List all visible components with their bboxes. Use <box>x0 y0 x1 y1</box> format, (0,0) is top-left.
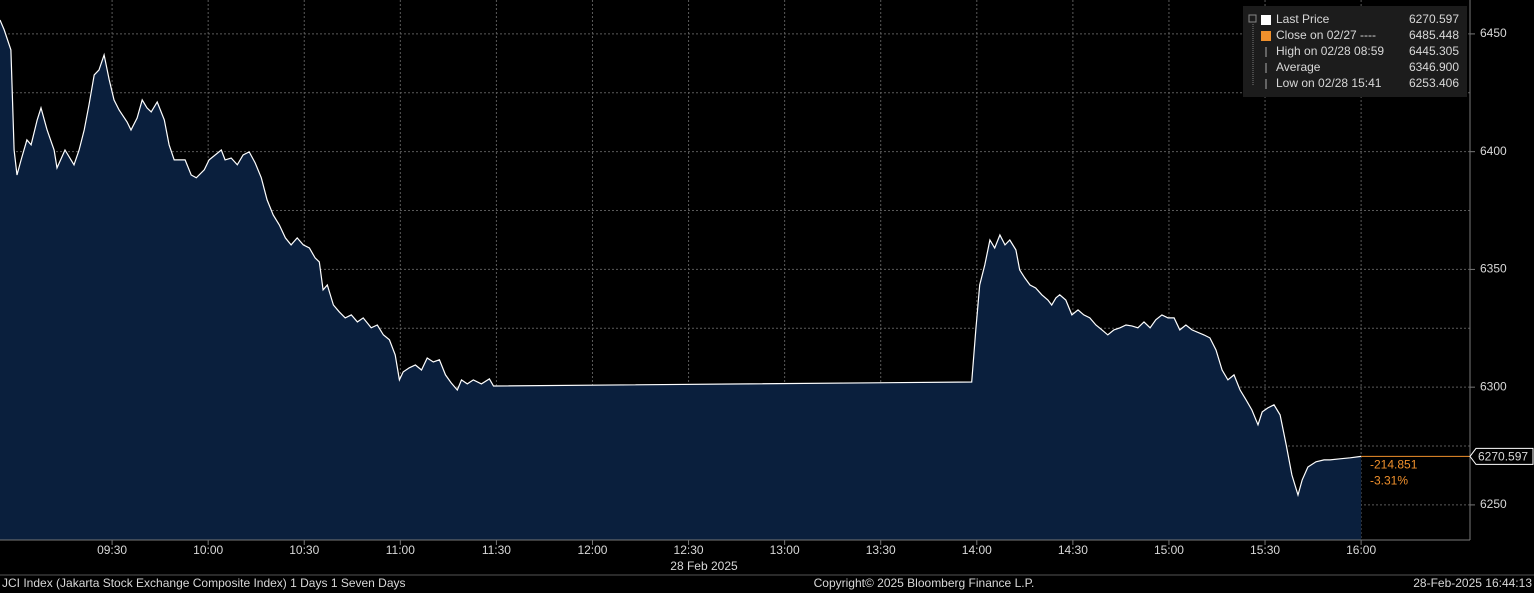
footer-left: JCI Index (Jakarta Stock Exchange Compos… <box>2 576 406 590</box>
legend-box <box>1243 6 1467 97</box>
x-tick-label: 11:30 <box>482 543 511 557</box>
x-tick-label: 12:30 <box>674 543 704 557</box>
legend-value: 6346.900 <box>1409 60 1459 74</box>
legend-label: Average <box>1276 60 1321 74</box>
legend-swatch <box>1261 31 1271 41</box>
legend-value: 6253.406 <box>1409 76 1459 90</box>
last-price-label: 6270.597 <box>1478 450 1528 464</box>
price-line <box>0 19 1362 498</box>
legend-value: 6445.305 <box>1409 44 1459 58</box>
footer-right: 28-Feb-2025 16:44:13 <box>1413 576 1532 590</box>
legend-label: High on 02/28 08:59 <box>1276 44 1384 58</box>
y-tick-label: 6450 <box>1480 26 1507 40</box>
plot-area <box>0 0 1470 540</box>
x-tick-label: 14:30 <box>1058 543 1088 557</box>
x-tick-label: 15:30 <box>1250 543 1280 557</box>
legend: Last Price 6270.597 Close on 02/27 ---- 648… <box>1243 6 1467 97</box>
x-tick-label: 13:30 <box>866 543 896 557</box>
y-tick-label: 6350 <box>1480 262 1507 276</box>
x-tick-label: 14:00 <box>962 543 992 557</box>
last-price-box <box>1469 447 1534 465</box>
legend-label: Close on 02/27 ---- <box>1276 28 1376 42</box>
change-label: -214.851 <box>1370 458 1418 472</box>
legend-label: Low on 02/28 15:41 <box>1276 76 1382 90</box>
y-tick-label: 6400 <box>1480 144 1507 158</box>
legend-label: Last Price <box>1276 12 1330 26</box>
date-label: 28 Feb 2025 <box>670 559 738 573</box>
y-tick-label: 6300 <box>1480 379 1507 393</box>
x-tick-label: 15:00 <box>1154 543 1184 557</box>
x-tick-label: 11:00 <box>386 543 415 557</box>
change-pct-label: -3.31% <box>1370 474 1408 488</box>
area-fill <box>0 20 1362 540</box>
legend-collapse <box>1248 14 1257 23</box>
footer-center: Copyright© 2025 Bloomberg Finance L.P. <box>814 576 1035 590</box>
x-tick-label: 12:00 <box>577 543 607 557</box>
legend-value: 6485.448 <box>1409 28 1459 42</box>
x-tick-label: 13:00 <box>770 543 800 557</box>
x-tick-label: 16:00 <box>1346 543 1376 557</box>
x-tick-label: 09:30 <box>97 543 127 557</box>
x-tick-label: 10:30 <box>289 543 319 557</box>
x-tick-label: 10:00 <box>193 543 223 557</box>
legend-value: 6270.597 <box>1409 12 1459 26</box>
legend-swatch <box>1261 15 1271 25</box>
y-tick-label: 6250 <box>1480 497 1507 511</box>
